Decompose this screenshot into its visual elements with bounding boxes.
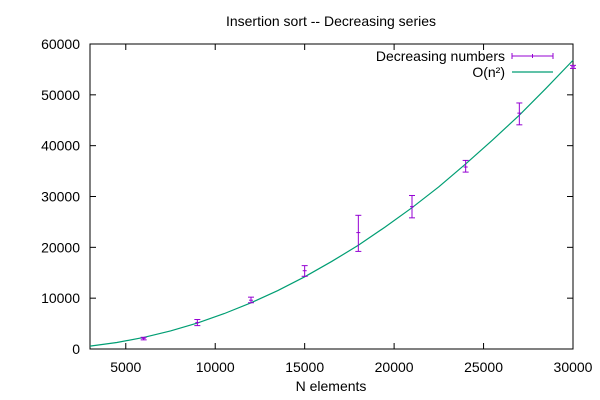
legend-label-o-n-squared: O(n²): [472, 64, 505, 80]
errorbar-point-9000: [194, 319, 201, 327]
chart-title: Insertion sort -- Decreasing series: [226, 13, 436, 29]
series-line-o-n-squared: [89, 59, 574, 347]
errorbar-point-6000: [140, 336, 147, 341]
errorbar-point-15000: [301, 265, 308, 277]
y-tick-label-40000: 40000: [41, 138, 80, 154]
y-tick-label-10000: 10000: [41, 290, 80, 306]
x-tick-label-20000: 20000: [375, 359, 414, 375]
errorbar-point-21000: [409, 194, 415, 219]
errorbar-point-18000: [355, 214, 362, 252]
tick-labels: 5000 10000 15000 20000 25000 30000 0 10000 20000…: [41, 36, 593, 375]
legend-sample-decreasing-numbers: [511, 53, 554, 59]
y-tick-label-20000: 20000: [41, 239, 80, 255]
errorbar-point-30000: [570, 64, 576, 69]
x-tick-label-25000: 25000: [464, 359, 503, 375]
x-tick-label-30000: 30000: [554, 359, 593, 375]
x-axis-label: N elements: [296, 378, 367, 394]
tick-marks: [90, 43, 574, 350]
legend: Decreasing numbers O(n²): [376, 48, 554, 80]
errorbar-point-27000: [516, 102, 523, 126]
y-tick-label-60000: 60000: [41, 36, 80, 52]
series-layer: [89, 59, 576, 347]
x-tick-label-15000: 15000: [285, 359, 324, 375]
y-tick-label-30000: 30000: [41, 189, 80, 205]
x-tick-label-5000: 5000: [110, 359, 141, 375]
legend-label-decreasing-numbers: Decreasing numbers: [376, 48, 505, 64]
x-tick-label-10000: 10000: [196, 359, 235, 375]
errorbar-point-12000: [248, 296, 254, 304]
y-tick-label-50000: 50000: [41, 87, 80, 103]
errorbar-point-24000: [462, 159, 469, 173]
y-tick-label-0: 0: [72, 341, 80, 357]
